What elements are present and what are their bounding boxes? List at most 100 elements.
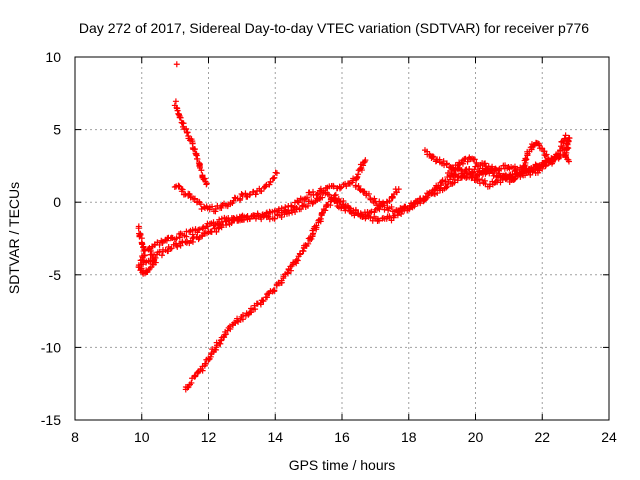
data-point [429,153,436,160]
data-point [147,264,154,271]
data-point [239,312,246,319]
data-point [156,241,163,248]
data-point [362,157,369,164]
data-point [201,175,208,182]
data-point [471,166,478,173]
chart-title: Day 272 of 2017, Sidereal Day-to-day VTE… [79,20,589,36]
data-point [264,294,271,301]
y-tick-labels: -15 -10 -5 0 5 10 [41,49,61,428]
data-point [336,185,343,192]
data-point [539,165,546,172]
data-point [275,207,282,214]
data-point [234,217,241,224]
data-point [257,301,264,308]
data-series [171,98,210,188]
x-tick-label: 22 [534,429,550,445]
data-point [254,300,261,307]
data-point [140,261,147,268]
data-point [273,170,280,177]
data-point [503,175,510,182]
data-point [522,155,529,162]
data-point [444,183,451,190]
y-tick-label: -5 [49,267,62,283]
data-point [475,176,482,183]
data-point [561,135,568,142]
data-point [389,193,396,200]
y-axis-label: SDTVAR / TECUs [6,182,22,294]
data-point [309,200,316,207]
data-point [317,215,324,222]
data-point [398,211,405,218]
data-point [189,238,196,245]
data-point [316,195,323,202]
data-point [359,214,366,221]
data-point [197,201,204,208]
data-point [471,156,478,163]
data-point [330,183,337,190]
data-point [295,199,302,206]
data-point [252,191,259,198]
data-point [562,152,569,159]
data-point [476,169,483,176]
data-point [528,165,535,172]
data-point [332,191,339,198]
data-point [258,188,265,195]
x-tick-label: 12 [201,429,217,445]
data-point [482,160,489,167]
data-point [304,194,311,201]
data-point [376,217,383,224]
data-point [271,174,278,181]
x-tick-label: 24 [601,429,617,445]
data-point [237,195,244,202]
x-tick-label: 20 [468,429,484,445]
data-series [135,157,369,277]
data-series [171,169,280,215]
data-point [223,331,230,338]
data-point [438,182,445,189]
data-point [414,200,421,207]
data-point [198,167,205,174]
data-point [454,174,461,181]
data-point [511,176,518,183]
data-point [523,156,530,163]
data-series [173,61,180,68]
data-point [174,105,181,112]
data-point [443,184,450,191]
data-point [402,204,409,211]
axis-ticks [74,56,610,421]
data-point [313,222,320,229]
data-point [179,186,186,193]
data-point [195,227,202,234]
data-point [177,242,184,249]
data-point [158,252,165,259]
data-point [388,203,395,210]
data-point [191,195,198,202]
data-point [530,142,537,149]
data-point [243,214,250,221]
data-point [435,182,442,189]
data-point [495,167,502,174]
data-point [174,243,181,250]
data-point [223,222,230,229]
data-point [173,235,180,242]
data-point [183,233,190,240]
data-point [401,203,408,210]
data-point [231,194,238,201]
data-marks [135,61,573,393]
data-point [184,384,191,391]
data-point [544,155,551,162]
data-point [360,162,367,169]
data-point [209,203,216,210]
data-point [352,206,359,213]
data-point [365,190,372,197]
data-point [242,190,249,197]
data-point [176,234,183,241]
data-point [137,231,144,238]
data-point [260,298,267,305]
data-point [430,154,437,161]
y-tick-label: -15 [41,412,61,428]
grid-lines [75,57,609,420]
data-point [213,228,220,235]
data-point [531,167,538,174]
data-point [196,226,203,233]
